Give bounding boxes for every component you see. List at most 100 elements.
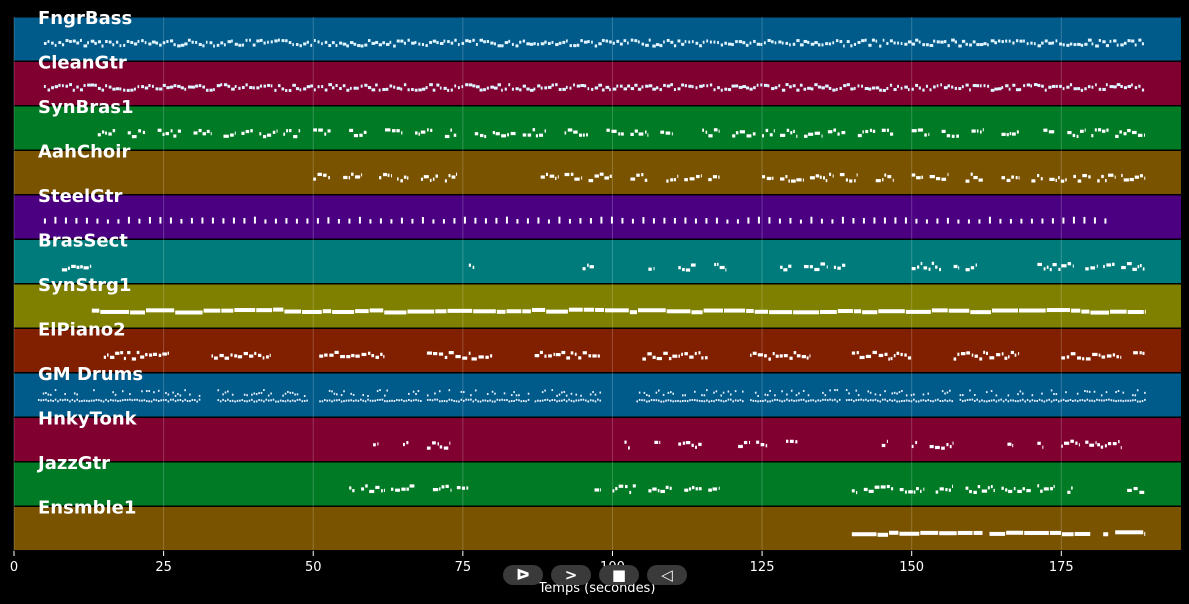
- note: [666, 38, 670, 42]
- note: [393, 85, 396, 89]
- note: [131, 399, 134, 402]
- note: [140, 355, 145, 359]
- note: [677, 39, 681, 43]
- note: [900, 41, 903, 45]
- note: [1089, 443, 1095, 447]
- note: [907, 356, 912, 360]
- note: [1065, 391, 1067, 394]
- note: [879, 44, 882, 48]
- note: [64, 398, 66, 401]
- note: [234, 308, 256, 313]
- fast-forward-button[interactable]: >: [551, 565, 591, 585]
- stop-button[interactable]: ■: [599, 565, 639, 585]
- rewind-button[interactable]: ◁: [647, 565, 687, 585]
- note: [213, 44, 215, 48]
- note: [321, 85, 324, 89]
- note: [253, 400, 256, 403]
- note: [42, 392, 45, 395]
- note: [1069, 42, 1073, 46]
- note: [435, 174, 438, 178]
- note: [585, 399, 587, 402]
- note: [406, 441, 409, 445]
- note: [439, 487, 441, 491]
- note: [198, 398, 201, 401]
- note: [808, 132, 814, 136]
- note: [778, 84, 781, 88]
- note: [899, 488, 904, 492]
- note: [812, 399, 815, 402]
- note: [1105, 391, 1108, 394]
- note: [948, 308, 970, 313]
- note: [231, 399, 234, 402]
- note: [908, 490, 913, 494]
- note: [389, 40, 392, 44]
- note: [407, 176, 409, 180]
- note: [275, 400, 277, 403]
- note: [648, 38, 651, 42]
- note: [594, 488, 600, 492]
- note: [940, 83, 943, 87]
- note: [809, 265, 813, 269]
- note: [1084, 42, 1088, 46]
- note: [527, 398, 530, 401]
- note: [920, 261, 923, 266]
- play-button[interactable]: ᐅ: [503, 565, 543, 585]
- note: [260, 399, 263, 402]
- note: [801, 355, 807, 359]
- note: [605, 308, 629, 313]
- note: [378, 88, 381, 92]
- note: [403, 83, 407, 87]
- note: [826, 265, 828, 269]
- note: [1141, 88, 1145, 92]
- note: [421, 43, 425, 47]
- note: [522, 309, 531, 314]
- note: [1015, 88, 1020, 92]
- note: [886, 400, 889, 403]
- note: [331, 390, 333, 393]
- note: [504, 41, 509, 45]
- note: [566, 356, 571, 360]
- note: [916, 265, 920, 269]
- note: [630, 87, 635, 91]
- note: [106, 353, 109, 357]
- note: [929, 88, 932, 92]
- note: [985, 391, 988, 394]
- note: [222, 398, 224, 401]
- note: [863, 487, 868, 492]
- note: [829, 172, 832, 176]
- note: [257, 353, 262, 358]
- note: [845, 399, 848, 402]
- note: [865, 354, 872, 359]
- note: [775, 354, 779, 358]
- note: [166, 86, 170, 90]
- note: [1077, 356, 1082, 360]
- note: [882, 38, 885, 42]
- note: [570, 399, 573, 402]
- note: [162, 83, 166, 87]
- note: [191, 85, 195, 89]
- note: [436, 398, 439, 401]
- note: [983, 84, 986, 88]
- note: [798, 392, 800, 395]
- note: [193, 399, 196, 402]
- track-lane: [14, 17, 1181, 61]
- note: [384, 400, 386, 403]
- note: [970, 310, 991, 315]
- note: [479, 400, 482, 403]
- note: [974, 354, 978, 358]
- note: [112, 391, 114, 394]
- note: [969, 398, 971, 401]
- track-labels: FngrBassCleanGtrSynBras1AahChoirSteelGtr…: [36, 8, 143, 519]
- note: [539, 350, 543, 355]
- note: [916, 487, 919, 491]
- note: [158, 353, 162, 357]
- note: [101, 130, 105, 134]
- note: [653, 399, 655, 402]
- note: [353, 86, 357, 90]
- note: [546, 309, 568, 314]
- note: [582, 351, 587, 355]
- note: [920, 399, 922, 402]
- note: [1134, 399, 1137, 402]
- note: [684, 488, 689, 492]
- note: [387, 173, 390, 177]
